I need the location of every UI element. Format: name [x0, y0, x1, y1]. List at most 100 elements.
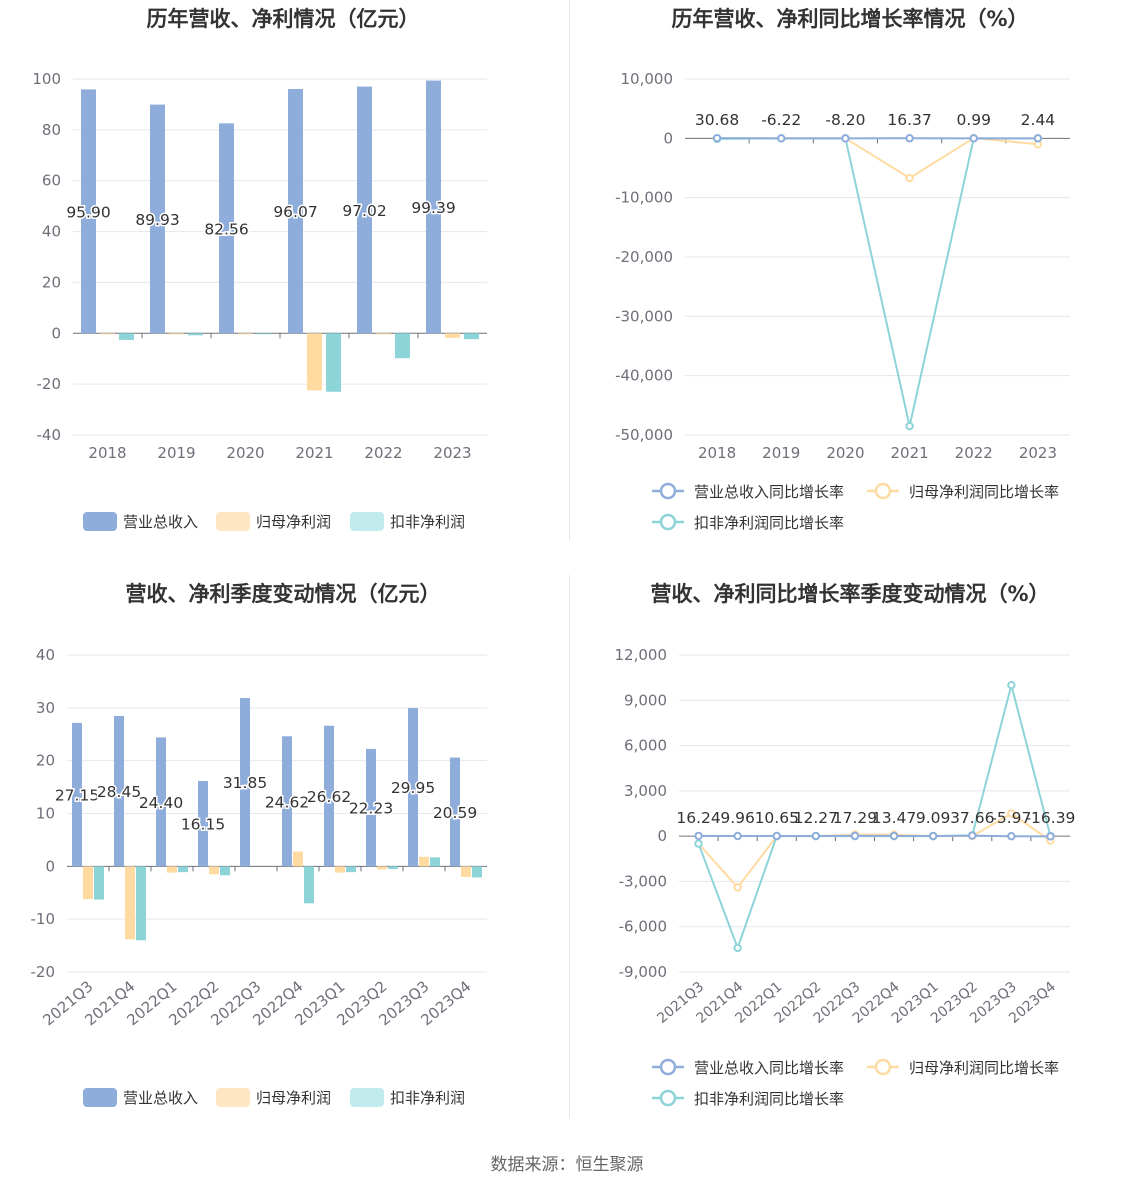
data-label: 24.40	[139, 794, 183, 812]
legend-label: 归母净利润	[256, 1089, 331, 1107]
bar	[240, 698, 250, 867]
data-point	[841, 134, 850, 143]
legend-label: 营业总收入	[123, 1089, 198, 1107]
data-label: 9.96	[720, 809, 755, 827]
bar	[257, 333, 272, 335]
bar	[238, 333, 253, 335]
data-point	[694, 839, 703, 848]
y-tick-label: -10,000	[615, 189, 673, 207]
data-point	[928, 831, 938, 841]
data-point	[889, 831, 899, 841]
bar	[408, 708, 418, 867]
data-point	[850, 831, 860, 841]
data-label: 82.56	[204, 220, 248, 238]
bar	[376, 333, 391, 335]
x-tick-label: 2021	[890, 444, 928, 462]
legend-label: 扣非净利润同比增长率	[694, 514, 844, 532]
bar	[450, 757, 460, 867]
y-tick-label: 0	[663, 129, 673, 147]
quarterly-growth-rate-panel: 营收、净利同比增长率季度变动情况（%） -9,000 -6,000 -3,000 0 3,…	[567, 575, 1134, 1150]
data-label: 24.62	[265, 793, 309, 811]
y-tick-label: 30	[36, 699, 55, 717]
y-tick-label: 10,000	[621, 70, 674, 88]
bar	[304, 866, 314, 904]
bar	[220, 866, 230, 876]
bar	[307, 333, 322, 391]
x-tick-label: 2023	[433, 444, 471, 462]
bar	[388, 866, 398, 869]
bar	[324, 725, 334, 867]
x-tick-label: 2020	[226, 444, 264, 462]
bar	[377, 866, 387, 870]
data-label: 16.24	[676, 809, 720, 827]
legend-label: 扣非净利润同比增长率	[694, 1090, 844, 1108]
y-tick-label: 10	[36, 805, 55, 823]
chart-title: 历年营收、净利情况（亿元）	[147, 7, 420, 31]
legend-circle-icon	[659, 482, 677, 500]
y-tick-label: -6,000	[619, 918, 667, 936]
legend-label: 营业总收入同比增长率	[694, 483, 844, 501]
bar	[125, 866, 135, 940]
data-point	[1007, 832, 1016, 841]
x-tick-label: 2019	[762, 444, 800, 462]
data-point	[969, 134, 978, 143]
data-point	[777, 134, 786, 143]
data-label: 26.62	[307, 788, 351, 806]
bar	[188, 333, 203, 336]
bar	[419, 856, 429, 867]
y-tick-label: -40	[37, 426, 62, 444]
legend-swatch	[83, 512, 117, 531]
y-tick-label: 0	[657, 827, 667, 845]
bar	[150, 104, 165, 334]
bar	[169, 333, 184, 335]
y-tick-label: -40,000	[615, 367, 673, 385]
data-label: 16.37	[887, 111, 931, 129]
bar	[346, 866, 356, 873]
bar	[395, 333, 410, 359]
x-tick-label: 2018	[88, 444, 126, 462]
legend-label: 营业总收入同比增长率	[694, 1059, 844, 1077]
legend-label: 营业总收入	[123, 513, 198, 531]
data-label: 27.15	[55, 787, 99, 805]
legend-circle-icon	[874, 482, 892, 500]
x-tick-label: 2021	[295, 444, 333, 462]
legend-swatch	[350, 512, 384, 531]
y-tick-label: 20	[36, 752, 55, 770]
series-line	[698, 834, 1051, 838]
bar	[178, 866, 188, 873]
data-point	[772, 831, 781, 841]
bar	[357, 86, 372, 334]
data-point	[733, 943, 742, 953]
data-point	[1007, 680, 1016, 690]
data-label: 17.29	[833, 809, 877, 827]
legend-label: 扣非净利润	[390, 1089, 465, 1107]
y-tick-label: -20,000	[615, 248, 673, 266]
data-point	[905, 421, 914, 431]
data-label: 31.85	[223, 774, 267, 792]
y-tick-label: -9,000	[619, 963, 667, 981]
bar	[167, 866, 177, 873]
legend-swatch	[350, 1088, 384, 1107]
y-tick-label: 6,000	[624, 737, 667, 755]
data-label: 22.23	[349, 800, 393, 818]
data-label: 2.44	[1021, 111, 1056, 129]
x-tick-label: 2022	[955, 444, 993, 462]
series-line	[697, 812, 1052, 890]
bar	[282, 736, 292, 867]
data-point	[733, 831, 742, 841]
bar	[464, 333, 479, 340]
y-tick-label: 80	[42, 121, 61, 139]
legend-swatch	[216, 1088, 250, 1107]
annual-revenue-profit-chart: 历年营收、净利情况（亿元） -40 -20 0 20 40 60 80 100 2018 2019 2…	[32, 7, 487, 531]
x-tick-label: 2018	[698, 444, 736, 462]
y-tick-label: 0	[51, 324, 61, 342]
annual-growth-rate-chart: 历年营收、净利同比增长率情况（%） -50,000 -40,000 -30,000 -2…	[615, 7, 1070, 532]
y-tick-label: -3,000	[619, 872, 667, 890]
bar	[209, 866, 219, 875]
y-tick-label: 3,000	[624, 782, 667, 800]
data-label: 13.47	[872, 809, 916, 827]
x-tick-label: 2023	[1019, 444, 1057, 462]
bar	[119, 333, 134, 340]
bar	[72, 722, 82, 867]
quarterly-revenue-profit-panel: 营收、净利季度变动情况（亿元） -20 -10 0 10 20 30 40 2021Q3 2021…	[0, 575, 567, 1150]
